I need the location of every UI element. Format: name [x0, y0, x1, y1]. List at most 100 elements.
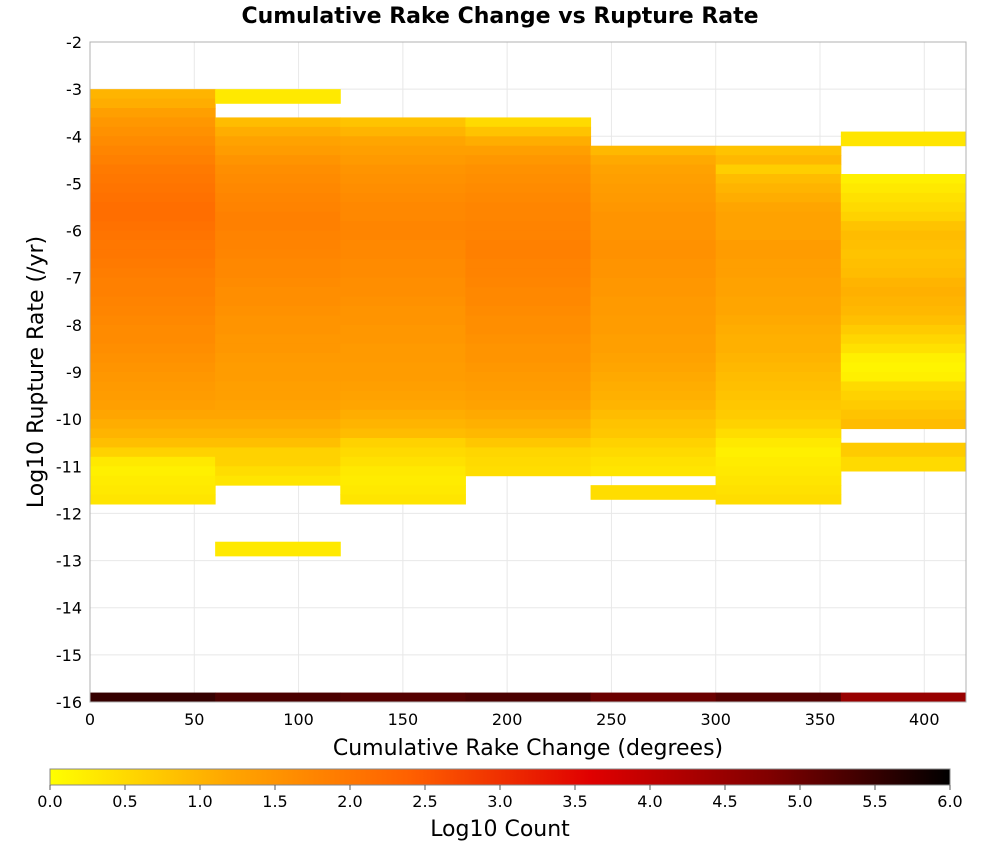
heatmap-cell [465, 456, 592, 467]
heatmap-cell [715, 258, 842, 269]
y-tick-label: -4 [66, 127, 82, 146]
heatmap-cell [340, 409, 466, 420]
heatmap-cell [90, 136, 216, 147]
heatmap-cell [340, 287, 466, 298]
heatmap-cell [715, 221, 842, 232]
x-tick-label: 0 [85, 710, 95, 729]
heatmap-cell [90, 183, 216, 194]
heatmap-cell [590, 485, 717, 500]
colorbar-tick-label: 3.0 [487, 792, 512, 811]
heatmap-cell [340, 324, 466, 335]
heatmap-cell [215, 240, 341, 250]
heatmap-cell [715, 211, 842, 222]
heatmap-cell [465, 258, 592, 269]
heatmap-cell [715, 202, 842, 213]
heatmap-cell [590, 192, 717, 203]
heatmap-cell [340, 466, 466, 477]
colorbar-tick-label: 1.0 [187, 792, 212, 811]
heatmap-cell [90, 108, 216, 118]
heatmap-cell [90, 277, 216, 288]
heatmap-cell [340, 117, 466, 128]
heatmap-cell [340, 334, 466, 345]
heatmap-cell [590, 296, 717, 307]
heatmap-cell [715, 306, 842, 316]
heatmap-cell [90, 126, 216, 137]
heatmap-cell [840, 306, 967, 316]
heatmap-cell [590, 447, 717, 458]
heatmap-cell [465, 466, 592, 477]
heatmap-cell [590, 211, 717, 222]
heatmap-cell [215, 268, 341, 279]
y-axis-ticks: -2 -3 -4 -5 -6 -7 -8 -9 -10 -11 -12 -13 -14 -15 -16 [56, 33, 82, 712]
heatmap-cell [215, 230, 341, 241]
heatmap-cell [465, 202, 592, 213]
y-tick-label: -11 [56, 457, 82, 476]
heatmap-cell [590, 240, 717, 250]
heatmap-cell [340, 485, 466, 496]
heatmap-cell [340, 202, 466, 213]
heatmap-cell [590, 324, 717, 335]
heatmap-cell [715, 353, 842, 364]
heatmap-cell [715, 447, 842, 458]
heatmap-cell [215, 541, 341, 557]
heatmap-cell [90, 240, 216, 250]
heatmap-cell [340, 145, 466, 156]
heatmap-cell [90, 466, 216, 477]
heatmap-cell [715, 164, 842, 175]
heatmap-cell [715, 324, 842, 335]
heatmap-cell [215, 353, 341, 364]
heatmap-cell [715, 268, 842, 279]
heatmap-cell [215, 362, 341, 373]
colorbar-tick-label: 6.0 [937, 792, 962, 811]
heatmap-cell [465, 192, 592, 203]
y-tick-label: -16 [56, 693, 82, 712]
heatmap-cell [90, 117, 216, 128]
y-tick-label: -7 [66, 269, 82, 288]
heatmap-cell [715, 390, 842, 401]
colorbar-tick-label: 3.5 [562, 792, 587, 811]
heatmap-cell [840, 362, 967, 373]
heatmap-cell [715, 240, 842, 250]
heatmap-cell [215, 174, 341, 184]
x-axis-ticks: 0 50 100 150 200 250 300 350 400 [85, 710, 940, 729]
heatmap-cell [215, 126, 341, 137]
heatmap-cell [590, 456, 717, 467]
heatmap-cell [90, 381, 216, 392]
heatmap-cell [90, 447, 216, 458]
heatmap-cell [215, 372, 341, 382]
heatmap-cell [465, 409, 592, 420]
heatmap-cell [590, 409, 717, 420]
heatmap-cell [90, 287, 216, 298]
heatmap-cell [90, 343, 216, 354]
plot-frame [89, 41, 967, 703]
heatmap-cell [340, 192, 466, 203]
heatmap-cell [215, 145, 341, 156]
heatmap-cell [465, 419, 592, 430]
heatmap-cell [840, 692, 967, 703]
colorbar-tick-label: 1.5 [262, 792, 287, 811]
heatmap-cell [590, 183, 717, 194]
heatmap-cell [715, 692, 842, 703]
heatmap-cell [715, 456, 842, 467]
heatmap-cell [215, 192, 341, 203]
heatmap-cell [340, 230, 466, 241]
heatmap-cell [465, 362, 592, 373]
heatmap-cell [90, 692, 216, 703]
heatmap-cell [840, 174, 967, 184]
heatmap-cell [465, 183, 592, 194]
heatmap-cell [465, 211, 592, 222]
heatmap-cell [90, 362, 216, 373]
heatmap-cell [715, 494, 842, 505]
heatmap-cell [215, 315, 341, 326]
heatmap-cell [465, 287, 592, 298]
heatmap-cell [715, 174, 842, 184]
heatmap-cell [90, 419, 216, 430]
heatmap-cell [465, 296, 592, 307]
heatmap-cell [215, 155, 341, 166]
heatmap-cell [215, 221, 341, 232]
heatmap-cell [90, 353, 216, 364]
heatmap-cell [840, 400, 967, 411]
heatmap-cell [215, 164, 341, 175]
heatmap-cell [590, 306, 717, 316]
heatmap-cell [90, 221, 216, 232]
